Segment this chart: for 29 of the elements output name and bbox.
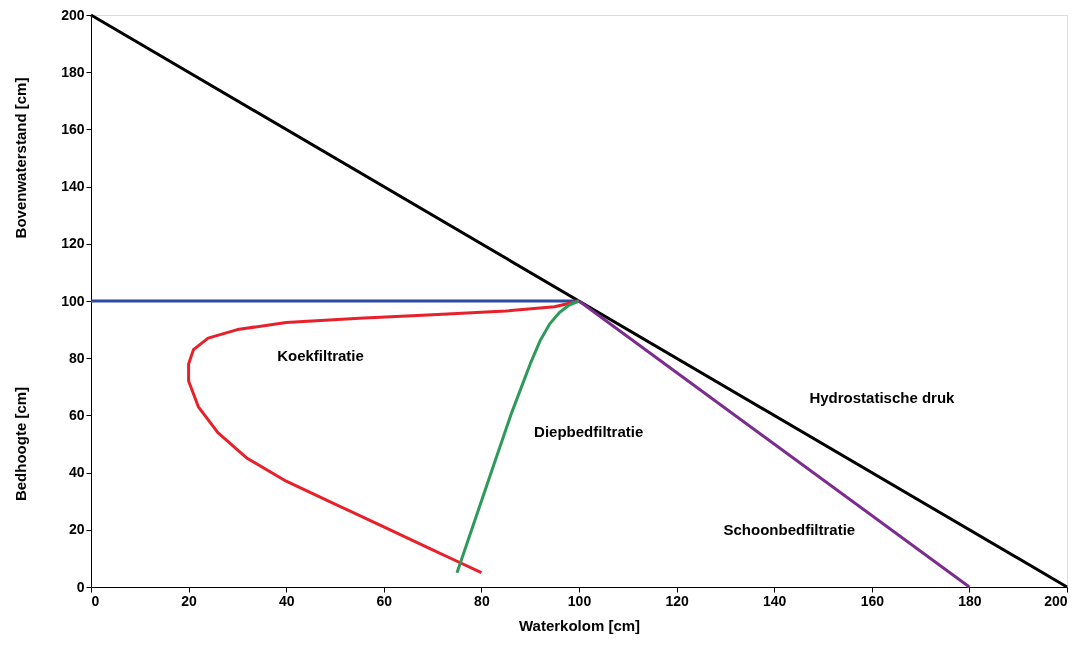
x-tick-label: 120 [665,592,689,609]
y-tick-label: 80 [68,349,85,366]
y-tick-label: 20 [68,521,85,538]
x-tick-label: 140 [763,592,787,609]
y-tick-label: 120 [61,235,85,252]
series-label: Koekfiltratie [277,346,364,364]
y-tick-label: 180 [61,63,85,80]
x-tick-label: 20 [181,592,198,609]
y-tick-label: 200 [61,6,85,23]
x-tick-label: 100 [567,592,592,609]
x-tick-label: 200 [1044,592,1068,609]
x-axis-title: Waterkolom [cm] [518,616,641,634]
text: Bedhoogte [cm] [12,386,29,502]
series-label: Diepbedfiltratie [534,423,644,441]
x-tick-label: 0 [91,592,100,609]
y-tick-label: 40 [68,464,85,481]
x-tick-label: 60 [376,592,393,609]
x-tick-label: 180 [958,592,982,609]
x-tick-label: 40 [278,592,295,609]
series-label: Hydrostatische druk [809,389,956,407]
series-label: Schoonbedfiltratie [723,520,856,538]
y-tick-label: 60 [68,406,85,423]
text: Bovenwaterstand [cm] [12,77,29,239]
x-tick-label: 80 [474,592,490,609]
y-tick-label: 100 [61,292,85,309]
y-tick-label: 140 [61,178,85,195]
x-tick-label: 160 [860,592,885,609]
y-tick-label: 160 [61,120,85,137]
y-tick-label: 0 [76,578,85,595]
